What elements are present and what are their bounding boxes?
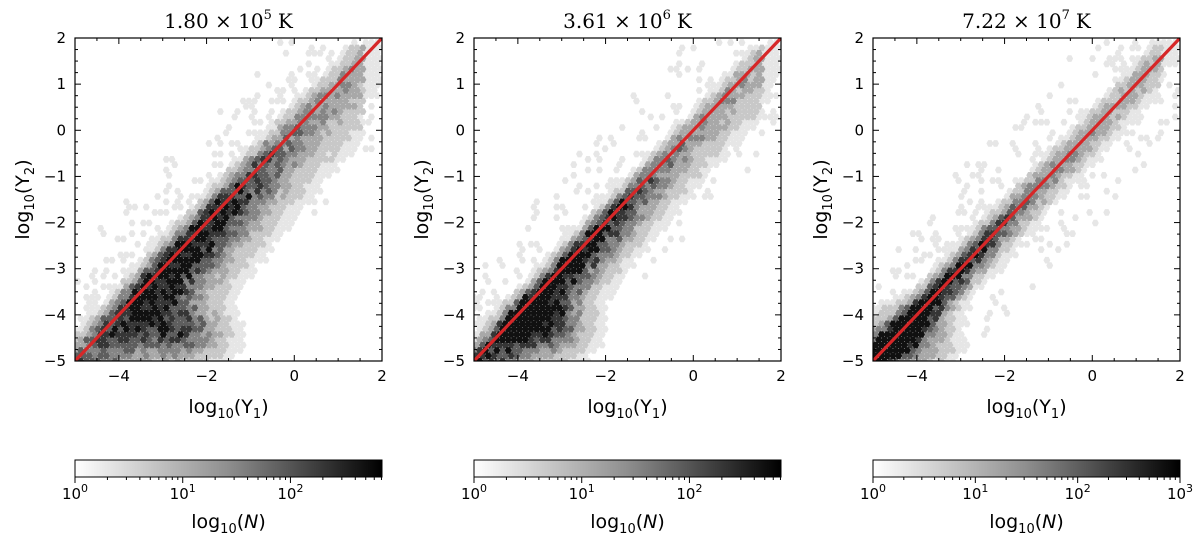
y-tick-label: 0 (854, 121, 864, 139)
axis-ticks (74, 37, 383, 362)
hexbin-level-5 (886, 214, 1011, 361)
y-tick-label: −2 (842, 214, 864, 232)
colorbar-ticks (872, 477, 1181, 483)
hexbin-level-2 (474, 49, 766, 361)
x-tick-label: 2 (1175, 367, 1185, 385)
colorbar-gradient (74, 459, 383, 478)
y-tick-label: 1 (56, 75, 66, 93)
axis-ticks (473, 37, 782, 362)
y-tick-label: −5 (44, 352, 66, 370)
colorbar-tick-label: 101 (962, 482, 988, 503)
colorbar-ticks (74, 477, 382, 483)
colorbar-gradient (473, 459, 782, 478)
x-tick-label: 0 (689, 367, 699, 385)
axis-ticks (872, 37, 1181, 362)
y-axis-label: log10(Y2) (411, 159, 437, 239)
chart-panel-2: −4 −2 0 2 −5 −4 −3 −2 −1 0 1 2 3.61 × 106 K log10(Y1) l… (411, 8, 786, 537)
y-tick-label: −1 (443, 167, 465, 185)
hexbin-level-4 (479, 140, 686, 361)
y-tick-label: 2 (455, 29, 465, 47)
hexbin-level-6 (108, 182, 253, 338)
hexbin-level-2 (75, 44, 367, 361)
chart-title: 3.61 × 106 K (563, 8, 693, 33)
reference-line (474, 38, 781, 361)
x-tick-label: 2 (377, 367, 387, 385)
x-tick-label: −2 (994, 367, 1016, 385)
y-tick-label: −5 (842, 352, 864, 370)
colorbar-tick-label: 101 (170, 482, 196, 503)
y-tick-label: −4 (842, 306, 864, 324)
colorbar-tick-label: 101 (569, 482, 595, 503)
chart-title: 7.22 × 107 K (962, 8, 1092, 33)
x-tick-label: −2 (595, 367, 617, 385)
x-tick-label: 0 (290, 367, 300, 385)
colorbar-gradient (872, 459, 1181, 478)
y-tick-label: 0 (455, 121, 465, 139)
colorbar-tick-label: 102 (1065, 482, 1091, 503)
y-tick-label: 2 (854, 29, 864, 47)
reference-line (75, 38, 382, 361)
x-axis-label: log10(Y1) (986, 396, 1066, 422)
y-tick-label: −4 (443, 306, 465, 324)
y-tick-label: 0 (56, 121, 66, 139)
hexbin-level-3 (873, 129, 1096, 361)
colorbar-label: log10(N) (989, 511, 1064, 537)
colorbar-tick-label: 100 (62, 482, 88, 503)
x-tick-label: 2 (776, 367, 786, 385)
colorbar-label: log10(N) (191, 511, 266, 537)
colorbar: 100 101 102 log10(N) (62, 459, 383, 537)
hexbin-level-4 (883, 198, 1031, 361)
colorbar-tick-label: 100 (860, 482, 886, 503)
chart-title: 1.80 × 105 K (164, 8, 294, 33)
colorbar-label: log10(N) (590, 511, 665, 537)
hexbin-level-0 (474, 39, 781, 361)
hexbin-level-4 (75, 124, 304, 361)
x-tick-label: −4 (108, 367, 130, 385)
hexbin-level-0 (75, 39, 382, 361)
y-tick-label: −4 (44, 306, 66, 324)
x-tick-label: −4 (507, 367, 529, 385)
reference-line (873, 38, 1180, 361)
colorbar-tick-label: 102 (676, 482, 702, 503)
y-tick-label: −3 (443, 260, 465, 278)
x-tick-label: 0 (1088, 367, 1098, 385)
x-axis-label: log10(Y1) (587, 396, 667, 422)
y-tick-label: 2 (56, 29, 66, 47)
y-tick-label: 1 (455, 75, 465, 93)
y-tick-label: 1 (854, 75, 864, 93)
hexbin-level-1 (75, 44, 367, 361)
colorbar-ticks (473, 477, 781, 483)
y-axis-label: log10(Y2) (12, 159, 38, 239)
x-axis-label: log10(Y1) (188, 396, 268, 422)
y-tick-label: −2 (443, 214, 465, 232)
y-tick-label: −1 (842, 167, 864, 185)
y-tick-label: −2 (44, 214, 66, 232)
colorbar: 100 101 102 103 log10(N) (860, 459, 1193, 537)
y-tick-label: −1 (44, 167, 66, 185)
x-tick-label: −4 (906, 367, 928, 385)
y-tick-label: −5 (443, 352, 465, 370)
chart-panel-3: −4 −2 0 2 −5 −4 −3 −2 −1 0 1 2 7.22 × 107 K log10(Y1) l… (810, 8, 1193, 537)
colorbar: 100 101 102 log10(N) (461, 459, 782, 537)
y-axis-label: log10(Y2) (810, 159, 836, 239)
colorbar-tick-label: 102 (277, 482, 303, 503)
y-tick-label: −3 (44, 260, 66, 278)
y-tick-label: −3 (842, 260, 864, 278)
colorbar-tick-label: 103 (1167, 482, 1193, 503)
chart-panel-1: −4 −2 0 2 −5 −4 −3 −2 −1 0 1 2 1.80 × 105 K log10(Y1) l… (12, 8, 387, 537)
colorbar-tick-label: 100 (461, 482, 487, 503)
x-tick-label: −2 (196, 367, 218, 385)
